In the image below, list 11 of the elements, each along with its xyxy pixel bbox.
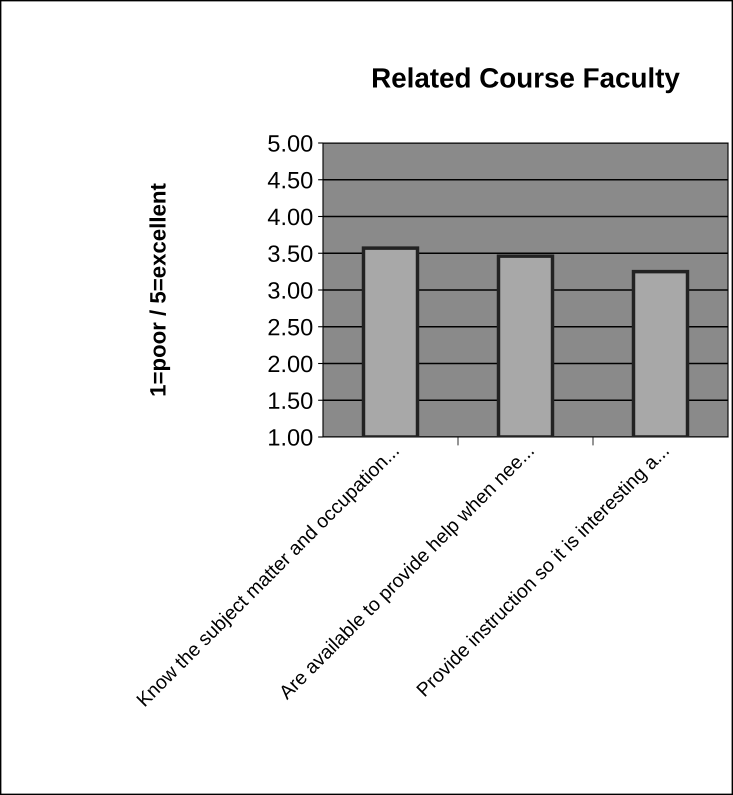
y-axis-title: 1=poor / 5=excellent <box>149 183 170 396</box>
y-tick-label: 1.00 <box>269 429 312 446</box>
y-tick-label: 2.50 <box>268 318 312 336</box>
chart-title: Related Course Faculty <box>373 67 680 94</box>
y-tick-label: 4.50 <box>268 172 312 189</box>
y-tick-label: 1.50 <box>269 392 312 410</box>
y-tick-label: 4.00 <box>268 208 312 226</box>
y-tick-label: 5.00 <box>268 135 312 152</box>
y-tick-label: 3.00 <box>268 282 312 299</box>
y-tick-label: 3.50 <box>268 245 312 262</box>
y-tick-label: 2.00 <box>268 356 312 372</box>
